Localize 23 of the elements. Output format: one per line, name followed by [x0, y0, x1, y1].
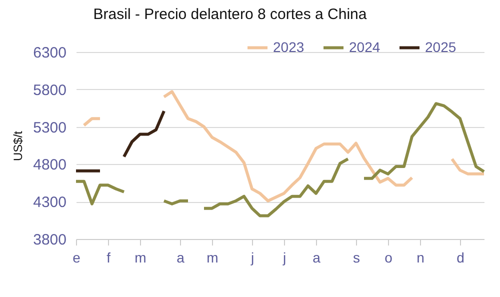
x-tick-label: n	[416, 250, 424, 266]
y-tick-label: 6300	[33, 44, 66, 62]
x-tick-label: a	[176, 250, 185, 266]
legend-label: 2023	[273, 38, 304, 55]
y-tick-label: 4300	[33, 194, 66, 212]
x-tick-label: m	[206, 250, 218, 266]
y-axis-title: US$/t	[11, 130, 26, 162]
x-tick-label: m	[134, 250, 146, 266]
x-tick-label: s	[353, 250, 360, 266]
y-tick-label: 5300	[33, 119, 66, 136]
chart-title: Brasil - Precio delantero 8 cortes a China	[93, 6, 368, 23]
x-tick-label: e	[72, 250, 81, 266]
x-tick-label: j	[282, 250, 286, 266]
x-tick-label: j	[250, 250, 254, 266]
x-tick-label: f	[106, 250, 111, 266]
x-tick-label: d	[456, 250, 464, 266]
y-tick-label: 4800	[33, 156, 66, 174]
x-tick-label: o	[384, 250, 393, 266]
x-tick-label: a	[312, 250, 321, 266]
y-tick-label: 3800	[33, 232, 66, 248]
legend-label: 2025	[425, 38, 456, 55]
legend-label: 2024	[349, 38, 380, 55]
y-tick-label: 5800	[33, 82, 66, 99]
